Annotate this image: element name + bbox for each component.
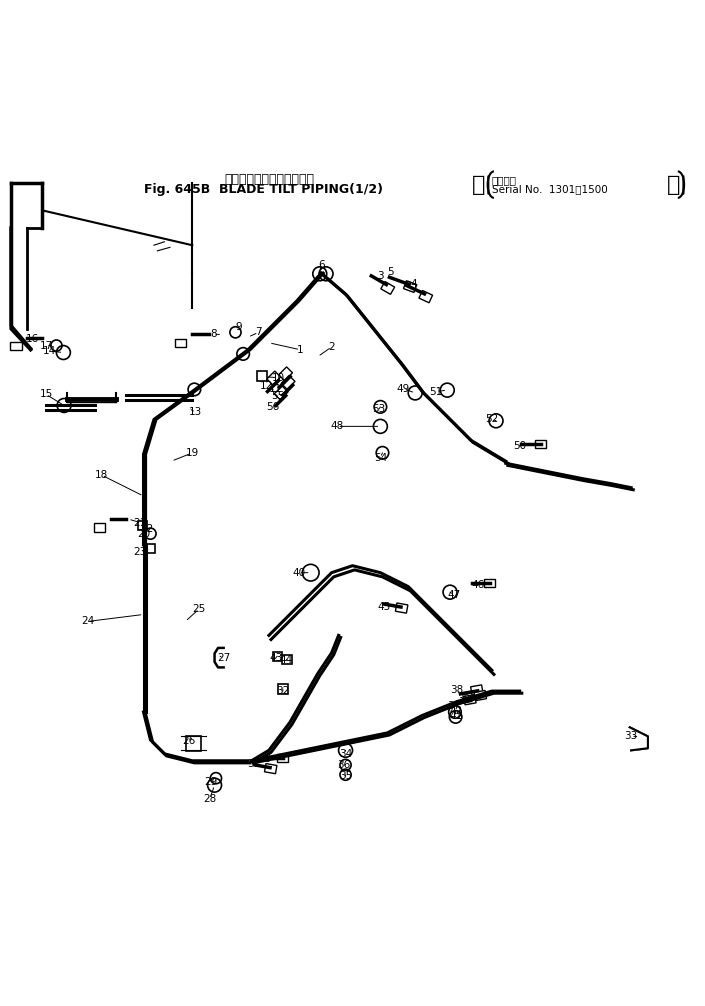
- Text: 29: 29: [204, 777, 217, 787]
- Bar: [419, 291, 433, 303]
- Text: 13: 13: [189, 407, 202, 417]
- Text: 10: 10: [271, 372, 285, 382]
- Bar: [146, 544, 155, 553]
- Text: 14: 14: [43, 346, 56, 356]
- Text: 38: 38: [450, 685, 464, 695]
- Text: Fig. 645B  BLADE TILT PIPING(1/2): Fig. 645B BLADE TILT PIPING(1/2): [144, 183, 383, 196]
- Text: 43: 43: [269, 653, 283, 663]
- Text: 7: 7: [255, 327, 262, 337]
- Bar: [535, 440, 546, 448]
- Text: 24: 24: [81, 617, 94, 627]
- Text: 28: 28: [203, 794, 216, 804]
- Bar: [281, 375, 295, 389]
- Text: 17: 17: [39, 341, 53, 350]
- Text: 2: 2: [329, 342, 335, 352]
- Text: 37: 37: [447, 701, 460, 711]
- Bar: [278, 367, 293, 380]
- Text: 27: 27: [217, 653, 231, 663]
- Bar: [278, 684, 288, 694]
- Text: 44: 44: [280, 655, 293, 665]
- Text: 26: 26: [182, 736, 195, 746]
- Bar: [175, 339, 186, 347]
- Text: ブレードチルトバイピング: ブレードチルトバイピング: [224, 173, 314, 185]
- Text: 20: 20: [137, 529, 150, 539]
- Bar: [137, 521, 147, 530]
- Bar: [257, 371, 267, 381]
- Bar: [471, 685, 483, 695]
- Text: 31: 31: [247, 760, 260, 770]
- Text: 56: 56: [266, 401, 279, 411]
- Bar: [474, 690, 486, 700]
- Text: 52: 52: [485, 414, 498, 425]
- Text: 適用号機: 適用号機: [492, 175, 517, 185]
- Bar: [11, 342, 22, 350]
- Bar: [396, 603, 408, 613]
- Text: 53: 53: [372, 404, 386, 413]
- Text: 33: 33: [625, 731, 638, 741]
- Text: 51: 51: [429, 386, 443, 396]
- Text: 19: 19: [185, 448, 199, 458]
- Bar: [273, 652, 282, 661]
- Text: 6: 6: [318, 260, 324, 270]
- Text: 50: 50: [513, 441, 526, 451]
- Text: 1: 1: [297, 345, 304, 355]
- Text: 「: 「: [472, 175, 485, 195]
- Text: 54: 54: [374, 453, 387, 463]
- Text: 11: 11: [269, 383, 283, 393]
- Text: 49: 49: [397, 383, 410, 393]
- Text: 39: 39: [458, 694, 471, 704]
- Bar: [274, 386, 288, 399]
- Text: 42: 42: [449, 705, 462, 715]
- Text: 16: 16: [25, 334, 39, 344]
- Text: 8: 8: [210, 329, 216, 339]
- Text: 21: 21: [133, 517, 147, 527]
- Bar: [381, 282, 395, 295]
- Text: 47: 47: [448, 590, 461, 600]
- Text: 55: 55: [271, 390, 285, 400]
- Polygon shape: [630, 727, 648, 750]
- Text: 34: 34: [339, 748, 352, 759]
- Text: 12: 12: [259, 381, 273, 391]
- Text: Serial No.  1301～1500: Serial No. 1301～1500: [492, 184, 608, 194]
- Text: 4: 4: [410, 279, 417, 289]
- Bar: [264, 764, 277, 774]
- Text: 45: 45: [377, 603, 391, 613]
- Text: 22: 22: [140, 524, 154, 534]
- Bar: [277, 753, 288, 763]
- Bar: [403, 281, 417, 293]
- Text: 41: 41: [449, 711, 462, 721]
- Text: 」: 」: [666, 175, 680, 195]
- Text: 3: 3: [377, 271, 384, 281]
- Text: 15: 15: [39, 389, 53, 399]
- Text: 5: 5: [388, 267, 394, 277]
- Text: 40: 40: [293, 567, 305, 577]
- Text: 18: 18: [95, 470, 109, 480]
- Bar: [94, 523, 105, 531]
- Text: 30: 30: [258, 753, 271, 764]
- Text: 48: 48: [331, 422, 344, 432]
- Bar: [464, 694, 476, 705]
- Bar: [484, 578, 496, 588]
- Text: 9: 9: [235, 323, 243, 332]
- Text: 23: 23: [133, 547, 147, 556]
- Text: 46: 46: [471, 580, 484, 591]
- Text: 25: 25: [192, 604, 206, 614]
- Bar: [283, 655, 292, 664]
- Text: 36: 36: [338, 760, 351, 770]
- Bar: [267, 371, 281, 385]
- Bar: [186, 735, 202, 751]
- Text: 35: 35: [339, 771, 352, 781]
- Text: 32: 32: [276, 686, 290, 696]
